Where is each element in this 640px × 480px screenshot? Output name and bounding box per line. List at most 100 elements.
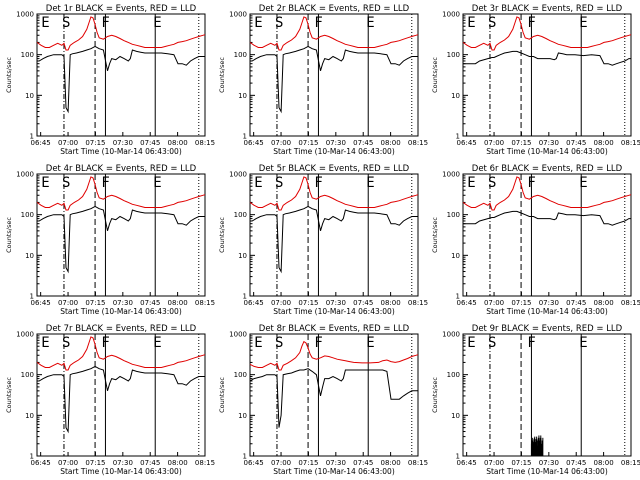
marker-label: F xyxy=(101,175,109,191)
y-tick-label: 1 xyxy=(243,133,247,141)
lld-series-line xyxy=(249,16,419,51)
events-series-line xyxy=(250,45,418,114)
lld-series-line xyxy=(36,336,206,371)
y-tick-label: 100 xyxy=(447,371,460,379)
x-tick-label: 07:30 xyxy=(326,139,346,147)
x-tick-label: 07:45 xyxy=(353,299,373,307)
x-tick-label: 06:45 xyxy=(457,299,477,307)
y-tick-label: 10 xyxy=(451,252,460,260)
x-tick-label: 07:30 xyxy=(113,299,133,307)
x-tick-label: 06:45 xyxy=(457,459,477,467)
x-tick-label: 08:00 xyxy=(594,459,614,467)
y-tick-label: 10 xyxy=(25,412,34,420)
x-tick-label: 07:00 xyxy=(58,459,78,467)
y-tick-label: 10 xyxy=(451,412,460,420)
y-tick-label: 1000 xyxy=(16,11,34,19)
marker-label: F xyxy=(527,335,535,351)
marker-label: S xyxy=(62,175,70,191)
y-axis-label: Counts/sec xyxy=(431,217,439,253)
marker-label: E xyxy=(467,175,475,191)
x-tick-label: 06:45 xyxy=(457,139,477,147)
x-axis-label: Start Time (10-Mar-14 06:43:00) xyxy=(60,307,182,316)
y-axis-label: Counts/sec xyxy=(5,57,13,93)
x-tick-label: 07:15 xyxy=(511,139,531,147)
x-tick-label: 07:00 xyxy=(484,139,504,147)
x-tick-label: 06:45 xyxy=(244,139,264,147)
panel-title: Det 6r BLACK = Events, RED = LLD xyxy=(472,164,623,174)
marker-label: E xyxy=(254,335,262,351)
x-tick-label: 08:15 xyxy=(621,459,640,467)
x-tick-label: 06:45 xyxy=(31,139,51,147)
y-tick-label: 100 xyxy=(21,51,34,59)
x-tick-label: 07:45 xyxy=(566,459,586,467)
x-tick-label: 07:45 xyxy=(140,459,160,467)
x-tick-label: 08:00 xyxy=(594,299,614,307)
marker-label: E xyxy=(366,335,374,351)
x-axis-label: Start Time (10-Mar-14 06:43:00) xyxy=(60,147,182,156)
plot-frame xyxy=(36,13,206,137)
marker-label: E xyxy=(366,175,374,191)
y-tick-label: 10 xyxy=(25,252,34,260)
x-tick-label: 07:15 xyxy=(298,139,318,147)
plot-frame xyxy=(36,173,206,297)
y-tick-label: 10 xyxy=(238,412,247,420)
x-tick-label: 08:15 xyxy=(195,139,215,147)
lld-series-line xyxy=(249,176,419,211)
events-series-line xyxy=(463,50,631,66)
marker-label: S xyxy=(275,15,283,31)
marker-label: S xyxy=(275,335,283,351)
marker-label: F xyxy=(101,335,109,351)
y-axis-label: Counts/sec xyxy=(218,217,226,253)
x-tick-label: 07:45 xyxy=(566,139,586,147)
x-tick-label: 08:00 xyxy=(381,299,401,307)
marker-label: E xyxy=(366,15,374,31)
events-series-line xyxy=(463,210,631,226)
x-axis-label: Start Time (10-Mar-14 06:43:00) xyxy=(273,147,395,156)
y-tick-label: 100 xyxy=(447,211,460,219)
plot-frame xyxy=(249,173,419,297)
x-tick-label: 07:00 xyxy=(271,299,291,307)
y-tick-label: 1 xyxy=(456,133,460,141)
x-tick-label: 07:00 xyxy=(484,299,504,307)
panel-7: Det 7r BLACK = Events, RED = LLD 1 10 100 10… xyxy=(5,324,215,476)
y-tick-label: 100 xyxy=(234,51,247,59)
x-tick-label: 06:45 xyxy=(31,459,51,467)
x-tick-label: 08:15 xyxy=(621,139,640,147)
y-tick-label: 1000 xyxy=(442,171,460,179)
x-tick-label: 07:45 xyxy=(140,139,160,147)
events-series-line xyxy=(249,368,418,428)
y-axis-label: Counts/sec xyxy=(431,377,439,413)
marker-label: E xyxy=(41,175,49,191)
lld-series-line xyxy=(36,176,206,211)
y-axis-label: Counts/sec xyxy=(218,377,226,413)
y-tick-label: 1 xyxy=(30,133,34,141)
marker-label: F xyxy=(527,15,535,31)
x-tick-label: 07:30 xyxy=(539,139,559,147)
lld-series-line xyxy=(36,16,206,51)
x-tick-label: 07:00 xyxy=(58,139,78,147)
marker-label: S xyxy=(488,335,496,351)
x-tick-label: 07:30 xyxy=(539,299,559,307)
x-tick-label: 07:30 xyxy=(326,299,346,307)
events-series-line xyxy=(37,205,205,274)
plot-frame xyxy=(462,333,632,457)
x-tick-label: 08:15 xyxy=(408,299,428,307)
marker-label: S xyxy=(488,175,496,191)
marker-label: F xyxy=(527,175,535,191)
marker-label: E xyxy=(579,335,587,351)
x-tick-label: 08:00 xyxy=(168,459,188,467)
x-tick-label: 08:15 xyxy=(195,299,215,307)
marker-label: E xyxy=(467,15,475,31)
x-tick-label: 07:00 xyxy=(58,299,78,307)
panel-title: Det 7r BLACK = Events, RED = LLD xyxy=(46,324,197,334)
plot-frame xyxy=(462,173,632,297)
marker-label: F xyxy=(314,335,322,351)
x-tick-label: 07:15 xyxy=(511,299,531,307)
lld-series-line xyxy=(462,16,632,51)
panel-5: Det 5r BLACK = Events, RED = LLD 1 10 100 10… xyxy=(218,164,428,316)
y-tick-label: 100 xyxy=(234,211,247,219)
x-tick-label: 07:15 xyxy=(298,299,318,307)
x-tick-label: 07:30 xyxy=(113,459,133,467)
plot-frame xyxy=(249,333,419,457)
x-tick-label: 07:45 xyxy=(353,459,373,467)
